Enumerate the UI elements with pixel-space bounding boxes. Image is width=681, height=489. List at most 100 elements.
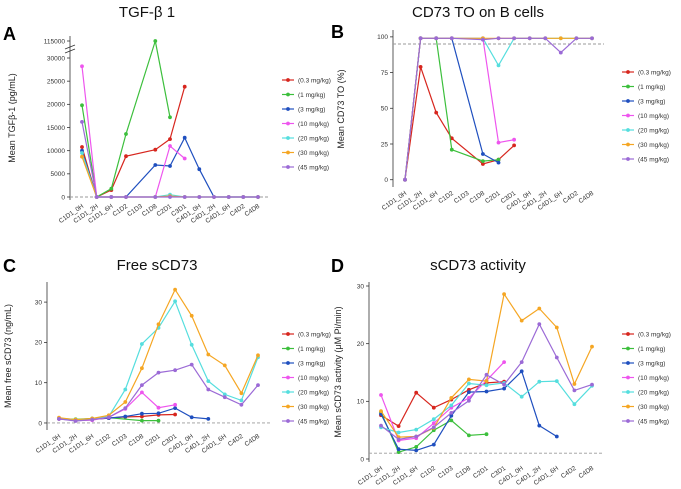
series-line [58, 407, 209, 421]
x-tick-label: C1D3 [126, 203, 144, 218]
data-point [590, 382, 594, 387]
data-point [502, 386, 506, 391]
data-point [481, 37, 485, 42]
data-point [94, 195, 99, 199]
data-point [396, 450, 401, 454]
data-point [189, 362, 194, 367]
y-tick-label: 20000 [47, 102, 65, 109]
data-point [449, 418, 454, 423]
legend-swatch-point [626, 390, 630, 394]
y-tick-label: 30 [35, 299, 43, 306]
data-point [189, 313, 194, 318]
series-line [81, 40, 171, 198]
x-tick-label: C4D2 [560, 465, 578, 480]
legend-label: (0.3 mg/kg) [298, 331, 331, 338]
legend-swatch-point [626, 361, 630, 365]
legend-swatch-point [286, 78, 290, 82]
series-5 [57, 287, 260, 422]
data-point [467, 433, 471, 438]
data-point [206, 352, 211, 357]
data-point [140, 418, 144, 423]
legend-swatch-point [286, 136, 290, 140]
series-line [58, 288, 259, 421]
data-point [502, 382, 506, 387]
legend-label: (20 mg/kg) [638, 389, 669, 396]
legend-swatch-point [626, 99, 630, 103]
data-point [140, 383, 144, 387]
y-axis-label: Mean CD73 TO (%) [336, 69, 346, 148]
legend-swatch-point [626, 332, 630, 336]
legend-swatch-point [626, 84, 630, 89]
data-point [431, 442, 436, 447]
series-line [380, 380, 593, 434]
x-tick-label: C1D3 [453, 190, 471, 205]
data-point [572, 388, 577, 393]
data-point [182, 195, 187, 199]
data-point [222, 363, 227, 368]
data-point [226, 195, 231, 199]
data-point [168, 164, 172, 168]
legend-swatch-point [626, 70, 630, 74]
legend-swatch-point [286, 419, 290, 423]
data-point [537, 379, 542, 384]
x-tick-label: C2D1 [484, 190, 502, 205]
data-point [449, 403, 454, 408]
data-point [414, 445, 419, 449]
data-point [379, 393, 383, 397]
legend-label: (0.3 mg/kg) [298, 77, 331, 84]
data-point [519, 369, 524, 374]
data-point [140, 411, 144, 416]
series-line [380, 292, 593, 438]
data-point [590, 36, 594, 41]
data-point [379, 423, 383, 428]
y-tick-label: 100 [377, 34, 388, 41]
data-point [153, 147, 158, 152]
data-point [467, 398, 471, 403]
series-line [81, 66, 186, 198]
data-point [182, 156, 187, 161]
legend-label: (1 mg/kg) [638, 84, 665, 91]
legend-label: (0.3 mg/kg) [638, 69, 671, 76]
data-point [156, 405, 161, 410]
data-point [572, 382, 577, 386]
data-point [80, 103, 84, 108]
x-tick-label: C4D2 [227, 433, 245, 448]
data-point [189, 415, 194, 420]
legend-label: (1 mg/kg) [638, 346, 665, 353]
legend-label: (1 mg/kg) [298, 346, 325, 353]
series-3 [80, 64, 187, 199]
data-point [123, 387, 128, 392]
x-tick-label: C1D2 [112, 203, 130, 218]
series-3 [379, 360, 506, 443]
y-tick-label: 75 [381, 70, 389, 77]
data-point [80, 151, 84, 155]
y-tick-label: 25 [381, 141, 389, 148]
x-tick-label: C1D8 [468, 190, 486, 205]
panel-letter: A [3, 24, 16, 44]
data-point [109, 186, 114, 191]
legend-swatch-point [626, 419, 630, 423]
y-tick-label: 15000 [47, 125, 65, 132]
data-point [502, 360, 506, 364]
y-tick-label: 10 [357, 399, 365, 406]
data-point [414, 390, 419, 395]
data-point [481, 162, 485, 166]
data-point [418, 65, 423, 69]
data-point [256, 353, 260, 358]
chart-title: CD73 TO on B cells [412, 4, 544, 21]
data-point [57, 417, 61, 421]
data-point [124, 154, 128, 159]
data-point [73, 419, 78, 423]
data-point [558, 36, 563, 41]
data-point [173, 287, 178, 292]
data-point [109, 195, 114, 199]
legend-label: (45 mg/kg) [298, 164, 329, 171]
data-point [140, 414, 144, 419]
data-point [156, 370, 161, 375]
data-point [90, 417, 95, 422]
data-point [173, 412, 178, 417]
legend-swatch-point [286, 361, 290, 365]
x-tick-label: C4D2 [229, 203, 247, 218]
